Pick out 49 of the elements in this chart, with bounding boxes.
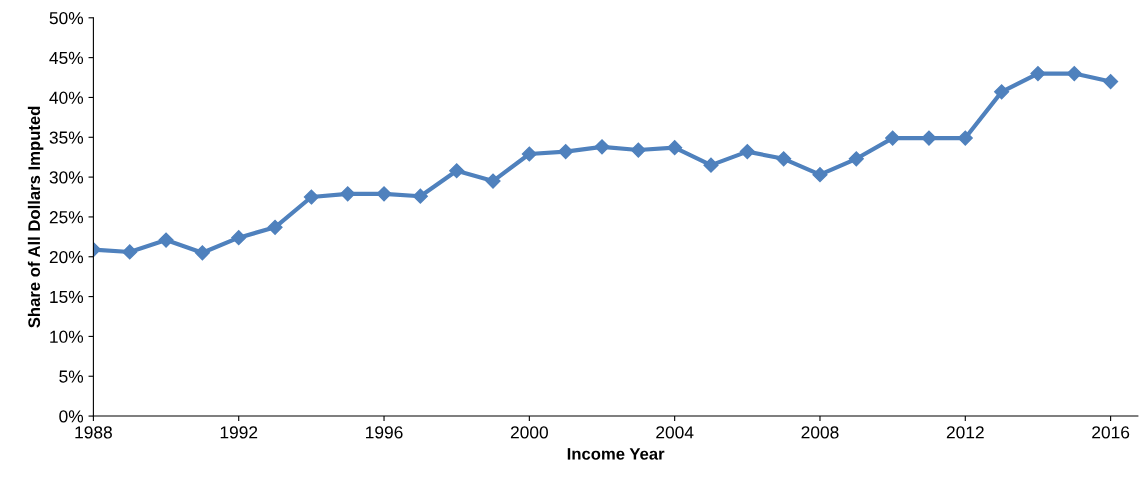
point: [267, 219, 283, 235]
x-tick-label: 2016: [1092, 426, 1130, 439]
y-tick-label: 0%: [59, 410, 84, 423]
point: [957, 130, 973, 146]
point: [122, 244, 138, 260]
point: [449, 163, 465, 179]
point: [1030, 65, 1046, 82]
point: [776, 151, 792, 167]
y-tick-label: 50%: [49, 11, 84, 25]
point: [739, 144, 755, 160]
y-tick-label: 5%: [59, 370, 84, 383]
x-tick-label: 2012: [946, 426, 984, 439]
point: [667, 140, 683, 156]
point: [630, 142, 646, 158]
x-tick-label: 2000: [510, 426, 548, 439]
x-tick-label: 1988: [75, 426, 112, 439]
point: [1066, 65, 1082, 82]
x-tick-label: 1996: [366, 426, 403, 439]
point: [485, 173, 501, 189]
point: [703, 157, 719, 173]
point: [412, 188, 428, 204]
point: [558, 144, 574, 160]
point: [994, 84, 1010, 100]
x-tick-label: 1992: [220, 426, 258, 439]
point: [812, 167, 828, 183]
point: [303, 189, 319, 205]
y-tick-label: 10%: [50, 330, 84, 343]
point: [1103, 73, 1119, 90]
y-tick-label: 15%: [50, 290, 84, 304]
point: [340, 186, 356, 202]
point: [376, 186, 392, 202]
y-axis-title: Share of All Dollars Imputed: [27, 106, 44, 328]
x-tick-label: 2008: [801, 426, 839, 439]
y-tick-label: 40%: [49, 91, 84, 104]
point: [158, 232, 174, 248]
point: [194, 245, 210, 261]
point: [521, 146, 537, 162]
y-tick-label: 45%: [49, 51, 84, 65]
y-tick-label: 35%: [49, 131, 84, 144]
point: [885, 130, 901, 146]
y-tick-label: 30%: [49, 171, 84, 184]
point: [848, 151, 864, 167]
x-axis-title: Income Year: [567, 448, 665, 460]
point: [921, 130, 937, 146]
y-tick-label: 20%: [49, 250, 84, 264]
x-tick-label: 2004: [656, 426, 694, 439]
point: [594, 139, 610, 155]
y-tick-label: 25%: [49, 211, 84, 224]
point: [231, 230, 247, 246]
